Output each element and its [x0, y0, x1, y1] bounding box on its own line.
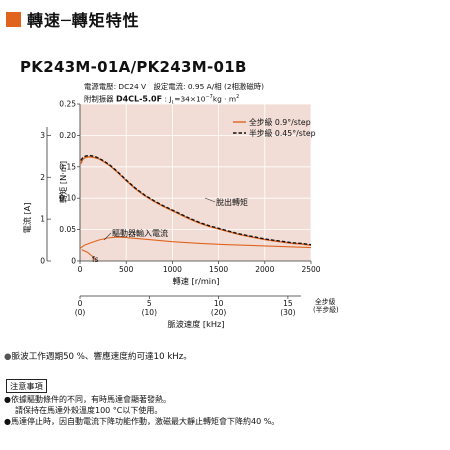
- section-header: 轉速─轉矩特性: [6, 8, 140, 30]
- pulse-tick-half-3: (30): [280, 308, 295, 317]
- torque-tick-label-1: 0.05: [59, 225, 76, 234]
- x-tick-label-0: 0: [78, 265, 83, 274]
- torque-tick-label-5: 0.25: [59, 100, 76, 109]
- torque-chart: 0 0.05 0.10 0.15 0.20 0.25 0 1 2 3 0 500 1000 1500 200…: [22, 100, 339, 330]
- legend-label-0: 全步級 0.9°/step: [249, 117, 311, 127]
- damper-prefix: 附制振器: [84, 94, 114, 104]
- caution-item-3: ●馬達停止時，因自動電流下降功能作動，激磁最大靜止轉矩會下降約40 %。: [4, 417, 280, 426]
- jl-value: =34×10: [174, 94, 206, 104]
- pulse-tick-half-0: (0): [75, 308, 86, 317]
- half-step-label: (半步級): [313, 305, 339, 314]
- header-square-icon: [6, 11, 21, 27]
- conditions-line2: 附制振器 D4CL-5.0F : JL=34×10−7kg · m2: [84, 92, 264, 108]
- plot-area: [80, 104, 311, 261]
- damper-jl: : J: [164, 94, 172, 104]
- axes: 0 0.05 0.10 0.15 0.20 0.25 0 1 2 3 0 500 1000 1500 200…: [40, 100, 321, 318]
- torque-tick-label-2: 0.10: [59, 194, 76, 203]
- damper-model: D4CL-5.0F: [115, 94, 163, 104]
- series-line-2: [79, 236, 312, 249]
- conditions: 電源電壓: DC24 V 設定電流: 0.95 A/相 (2相激磁時) 附制振器…: [84, 82, 264, 108]
- x-tick-label-4: 2000: [255, 265, 274, 274]
- current-tick-label-2: 2: [40, 173, 45, 182]
- series-line-3: [81, 249, 97, 262]
- current-tick-label-1: 1: [40, 215, 45, 224]
- annotation-input-current: 驅動器輸入電流: [112, 228, 168, 238]
- pulse-tick-label-2: 10: [214, 299, 224, 308]
- legend-label-1: 半步級 0.45°/step: [249, 128, 316, 138]
- conditions-line1: 電源電壓: DC24 V 設定電流: 0.95 A/相 (2相激磁時): [84, 82, 264, 91]
- torque-tick-label-3: 0.15: [59, 162, 76, 171]
- section-title: 轉速─轉矩特性: [27, 11, 140, 30]
- full-step-label: 全步級: [315, 297, 336, 306]
- torque-tick-label-0: 0: [71, 257, 76, 266]
- torque-axis-title: 轉矩 [N·m]: [58, 161, 68, 203]
- series-layer: [79, 154, 312, 262]
- x-axis-title: 轉速 [r/min]: [173, 276, 220, 286]
- caution-item-1: ●依據驅動條件的不同，有時馬達會顯著發熱。: [4, 395, 171, 404]
- torque-tick-label-4: 0.20: [59, 131, 76, 140]
- caution-list: ●依據驅動條件的不同，有時馬達會顯著發熱。 請保持在馬達外殼溫度100 °C以下…: [4, 394, 279, 427]
- annotation-pullout: 脫出轉矩: [216, 197, 248, 207]
- x-tick-label-3: 1500: [209, 265, 228, 274]
- model-name: PK243M-01A/PK243M-01B: [20, 58, 247, 76]
- annotation-input-leader: [103, 232, 112, 241]
- jl-unit-exp: 2: [236, 94, 240, 100]
- series-line-1: [80, 154, 312, 246]
- annotation-pullout-leader: [204, 197, 216, 203]
- pulse-axis-title: 脈波速度 [kHz]: [168, 319, 225, 329]
- pulse-tick-half-1: (10): [142, 308, 157, 317]
- annotation-fs: fs: [92, 255, 99, 264]
- pulse-note: ●脈波工作週期50 %、響應速度約可達10 kHz。: [4, 350, 192, 362]
- jl-unit: kg · m: [212, 94, 237, 104]
- jl-exp: −7: [205, 94, 213, 100]
- x-tick-label-2: 1000: [163, 265, 182, 274]
- pulse-tick-half-2: (20): [211, 308, 226, 317]
- pulse-tick-label-3: 15: [283, 299, 293, 308]
- jl-sub: L: [171, 99, 175, 106]
- caution-title: 注意事項: [6, 379, 47, 393]
- note-text: 脈波工作週期50 %、響應速度約可達10 kHz。: [11, 352, 192, 362]
- x-tick-label-5: 2500: [301, 265, 320, 274]
- current-tick-label-3: 3: [40, 131, 45, 140]
- current-tick-label-0: 0: [40, 257, 45, 266]
- note-bullet: ●: [4, 352, 12, 362]
- caution-item-2: 請保持在馬達外殼溫度100 °C以下使用。: [15, 406, 163, 415]
- x-tick-label-1: 500: [119, 265, 134, 274]
- current-axis-title: 電流 [A]: [22, 203, 32, 234]
- pulse-tick-label-0: 0: [78, 299, 83, 308]
- pulse-tick-label-1: 5: [147, 299, 152, 308]
